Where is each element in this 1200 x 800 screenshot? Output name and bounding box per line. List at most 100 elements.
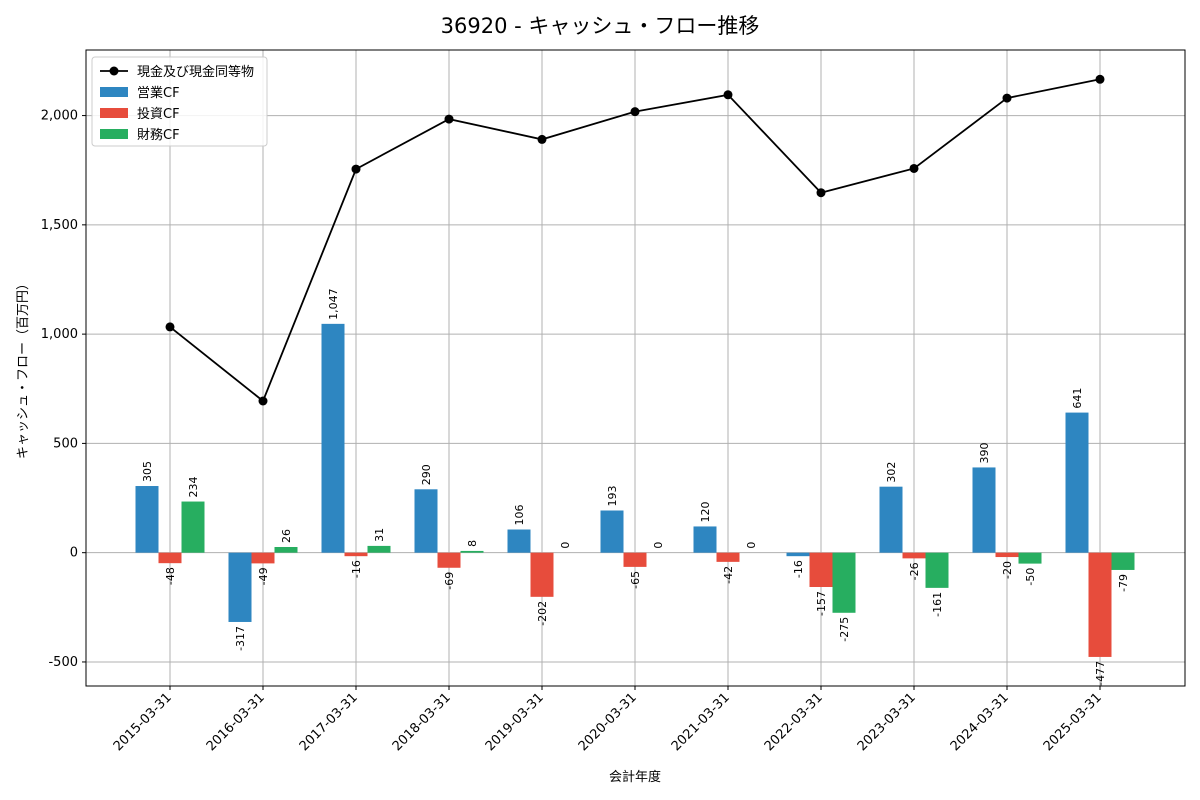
x-tick-label: 2017-03-31 [297, 690, 361, 754]
x-tick-label: 2015-03-31 [111, 690, 175, 754]
y-tick-label: 1,000 [41, 327, 78, 342]
bar-value-label: -317 [234, 626, 247, 651]
cash-point [1002, 93, 1012, 103]
x-tick-label: 2020-03-31 [576, 690, 640, 754]
bar-value-label: -16 [792, 560, 805, 578]
bar-value-label: -48 [164, 567, 177, 585]
x-tick-label: 2016-03-31 [204, 690, 268, 754]
bar-investing [530, 552, 554, 597]
cash-point [630, 107, 640, 117]
legend-label: 財務CF [137, 128, 180, 143]
bar-value-label: -42 [722, 566, 735, 584]
bar-value-label: 8 [466, 540, 479, 547]
bar-value-label: -20 [1001, 561, 1014, 579]
legend-label: 投資CF [137, 106, 180, 122]
value-labels-layer: 305 -317 1,047 290 106 193 120 -16 302 390 641 -48 -… [141, 288, 1130, 686]
legend-swatch [100, 108, 128, 118]
bar-value-label: 0 [559, 542, 572, 549]
bar-financing [1018, 552, 1042, 564]
chart-title: 36920 - キャッシュ・フロー推移 [441, 14, 760, 38]
bars-layer [135, 323, 1135, 657]
bar-value-label: 193 [606, 485, 619, 506]
bar-financing [925, 552, 949, 588]
bar-investing [902, 552, 926, 559]
bar-operating [786, 552, 810, 557]
cash-point [351, 164, 361, 174]
bar-investing [623, 552, 647, 567]
bar-investing [344, 552, 368, 557]
bar-investing [251, 552, 275, 564]
y-tick-label: 2,000 [41, 109, 78, 124]
bar-investing [716, 552, 740, 562]
bar-financing [181, 501, 205, 553]
cash-point [909, 163, 919, 173]
bar-operating [321, 323, 345, 553]
bar-value-label: -202 [536, 601, 549, 626]
y-tick-label: 500 [53, 436, 78, 451]
bar-value-label: 120 [699, 501, 712, 522]
bar-value-label: 302 [885, 462, 898, 483]
bar-value-label: -157 [815, 591, 828, 616]
bar-investing [158, 552, 182, 564]
bar-value-label: 0 [652, 542, 665, 549]
bar-operating [507, 529, 531, 553]
bar-value-label: 234 [187, 477, 200, 498]
bar-financing [460, 550, 484, 553]
bar-value-label: 305 [141, 461, 154, 482]
bar-operating [135, 486, 159, 553]
x-tick-label: 2019-03-31 [483, 690, 547, 754]
bar-value-label: -477 [1094, 661, 1107, 686]
bar-value-label: -26 [908, 562, 921, 580]
cash-point [816, 188, 826, 198]
cash-point [444, 114, 454, 124]
bar-investing [1088, 552, 1112, 657]
legend-swatch [100, 129, 128, 139]
bar-value-label: -65 [629, 571, 642, 589]
cash-point [723, 90, 733, 100]
y-tick-label: 1,500 [41, 218, 78, 233]
x-tick-label: 2021-03-31 [669, 690, 733, 754]
y-tick-label: -500 [48, 655, 78, 670]
x-tick-label: 2023-03-31 [855, 690, 919, 754]
bar-financing [1111, 552, 1135, 570]
bar-value-label: 0 [745, 542, 758, 549]
y-tick-label: 0 [70, 546, 78, 561]
bar-value-label: 26 [280, 529, 293, 543]
bar-value-label: 106 [513, 505, 526, 526]
bar-operating [693, 526, 717, 553]
x-axis-label: 会計年度 [609, 769, 661, 785]
bar-value-label: 390 [978, 442, 991, 463]
bar-financing [832, 552, 856, 613]
x-tick-label: 2022-03-31 [762, 690, 826, 754]
bar-value-label: -16 [350, 560, 363, 578]
legend-line-marker [109, 66, 119, 76]
axes-layer: -500 0 500 1,000 1,500 2,000 2015-03-31 2016-03… [41, 109, 1105, 755]
bar-value-label: -49 [257, 567, 270, 585]
legend-label-cash: 現金及び現金同等物 [137, 64, 254, 80]
cash-point [258, 396, 268, 406]
legend-swatch [100, 87, 128, 97]
bar-operating [972, 467, 996, 553]
x-tick-label: 2024-03-31 [948, 690, 1012, 754]
bar-operating [879, 486, 903, 553]
bar-value-label: -275 [838, 617, 851, 642]
x-tick-label: 2025-03-31 [1041, 690, 1105, 754]
bar-value-label: -69 [443, 572, 456, 590]
bar-value-label: 641 [1071, 388, 1084, 409]
bar-investing [995, 552, 1019, 558]
bar-financing [274, 546, 298, 553]
legend-box [91, 56, 268, 147]
bar-value-label: 1,047 [327, 288, 340, 320]
bar-operating [1065, 412, 1089, 553]
legend-label: 営業CF [137, 85, 180, 101]
bar-investing [437, 552, 461, 568]
x-tick-label: 2018-03-31 [390, 690, 454, 754]
bar-investing [809, 552, 833, 587]
cash-line-layer [165, 74, 1105, 406]
bar-financing [367, 545, 391, 553]
cash-point [537, 134, 547, 144]
bar-value-label: -79 [1117, 574, 1130, 592]
bar-value-label: -161 [931, 592, 944, 617]
